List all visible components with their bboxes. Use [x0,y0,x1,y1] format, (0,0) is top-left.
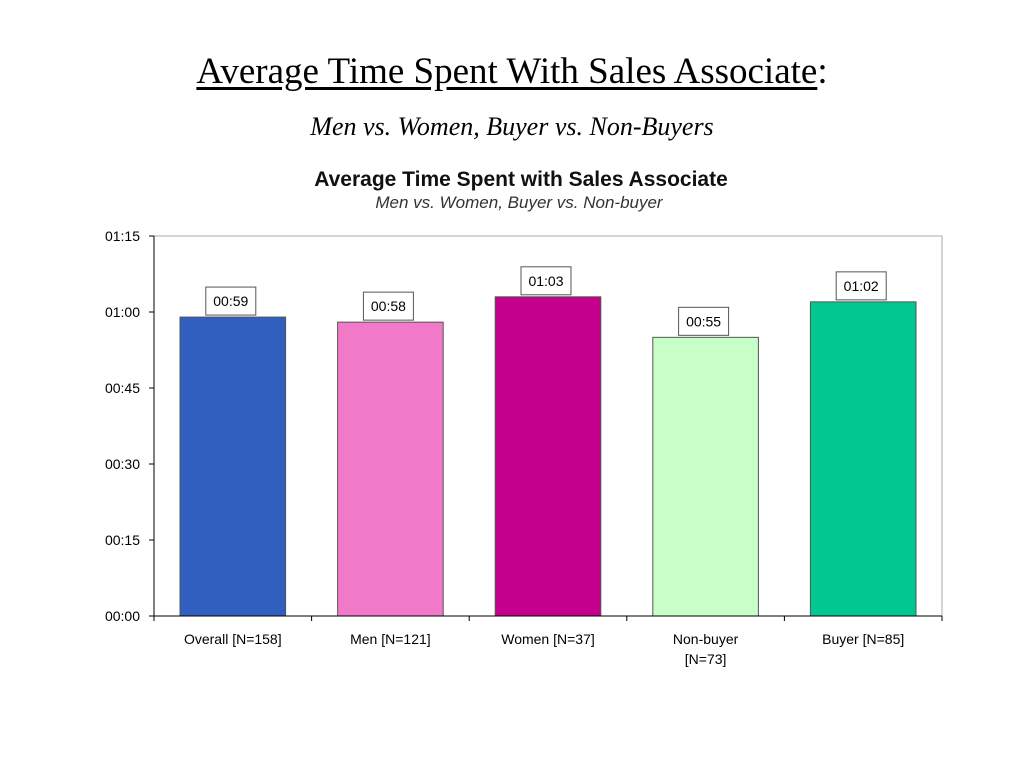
x-tick-label: [N=73] [685,651,727,667]
y-tick-label: 00:45 [105,380,140,396]
data-label-box [678,306,730,336]
y-tick-label: 00:00 [105,608,140,624]
x-tick-label: Non-buyer [673,631,739,647]
x-tick-label: Overall [N=158] [184,631,282,647]
bar-chart: Average Time Spent with Sales Associate … [105,168,943,667]
y-tick-label: 00:15 [105,532,140,548]
data-label: 00:55 [686,313,721,329]
slide-title: Average Time Spent With Sales Associate: [0,51,1024,93]
data-label-box [362,291,414,321]
bar [809,301,917,617]
x-axis: Overall [N=158] Men [N=121] Women [N=37] No… [153,615,943,667]
slide-title-colon: : [817,51,828,92]
x-tick-label: Buyer [N=85] [822,631,904,647]
y-tick-label: 01:15 [105,228,140,244]
bar [494,296,602,617]
bar [652,336,759,617]
data-label-box [520,266,572,296]
data-label: 00:58 [371,298,406,314]
y-tick-label: 00:30 [105,456,140,472]
bars-group: 00:59 00:58 01:03 00:55 01:02 [179,266,917,617]
y-axis: 00:00 00:15 00:30 00:45 01:00 01:15 [105,228,155,624]
bar [179,316,287,617]
y-tick-label: 01:00 [105,304,140,320]
chart-title: Average Time Spent with Sales Associate [314,168,728,191]
x-tick-label: Men [N=121] [350,631,431,647]
chart-subtitle: Men vs. Women, Buyer vs. Non-buyer [375,193,664,212]
data-label-box [835,271,887,301]
data-label: 01:03 [528,273,563,289]
data-label: 01:02 [844,278,879,294]
x-tick-label: Women [N=37] [501,631,595,647]
slide-subtitle: Men vs. Women, Buyer vs. Non-Buyers [310,112,714,141]
data-label-box [205,286,257,316]
slide-title-text: Average Time Spent With Sales Associate [196,51,818,92]
data-label: 00:59 [213,293,248,309]
bar [337,321,444,617]
